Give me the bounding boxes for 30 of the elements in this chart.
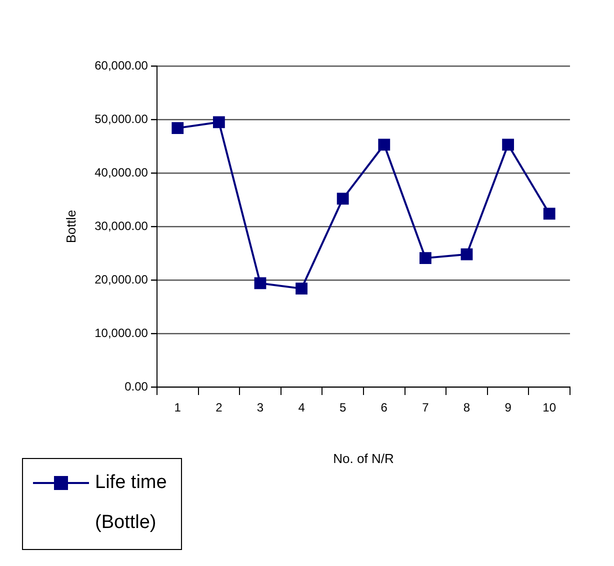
y-tick-label: 40,000.00 [94,165,148,180]
y-tick-label: 10,000.00 [94,326,148,340]
point [378,138,390,151]
point [172,122,184,134]
point [502,138,514,151]
legend-label: Life time (Bottle) [95,471,168,535]
point [460,248,473,260]
point [212,116,225,128]
y-tick-label: 0.00 [124,379,148,394]
y-tick-label: 50,000.00 [94,112,148,126]
point [254,277,266,290]
x-tick-label: 2 [216,400,223,415]
y-tick-label: 60,000.00 [94,58,148,72]
y-tick-label: 30,000.00 [94,218,148,233]
x-tick-label: 3 [256,400,264,415]
x-tick-label: 6 [380,400,388,415]
x-axis-title: No. of N/R [333,450,394,466]
y-tick-label: 20,000.00 [94,272,148,286]
x-tick-label: 7 [422,400,430,415]
x-tick-label: 9 [504,400,512,415]
x-tick-label: 1 [174,400,182,415]
x-tick-label: 4 [298,400,306,415]
x-tick-label: 5 [340,400,346,415]
y-axis-title: Bottle [63,210,78,244]
point [419,252,432,264]
point [296,282,308,295]
x-tick-label: 8 [463,400,470,415]
point [336,192,349,205]
x-tick-label: 10 [542,400,556,415]
point [543,208,556,220]
